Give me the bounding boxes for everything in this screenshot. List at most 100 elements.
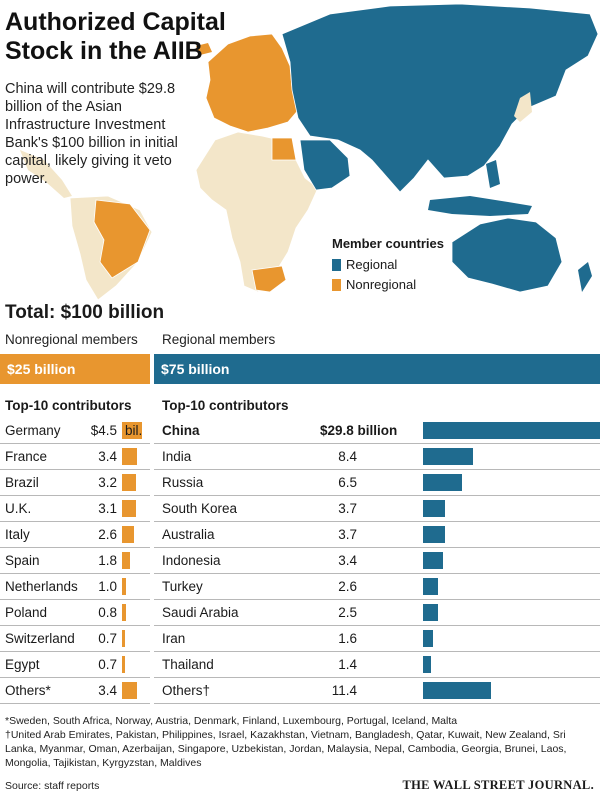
regional-row-value: 3.4 xyxy=(338,553,357,568)
regional-row xyxy=(154,548,600,574)
nonregional-row-value: 1.0 xyxy=(98,579,117,594)
nonregional-row xyxy=(0,522,150,548)
regional-bar xyxy=(423,474,462,491)
map-south-africa xyxy=(251,265,287,293)
chart-title: Authorized Capital Stock in the AIIB xyxy=(5,8,226,66)
regional-row-value: 8.4 xyxy=(338,449,357,464)
regional-row-value: 2.5 xyxy=(338,605,357,620)
map-asia xyxy=(281,3,599,193)
regional-row-name: Australia xyxy=(162,527,215,542)
regional-row-name: Iran xyxy=(162,631,186,646)
regional-row xyxy=(154,418,600,444)
publisher-logo: THE WALL STREET JOURNAL. xyxy=(402,778,594,792)
regional-bar xyxy=(423,500,445,517)
nonregional-row-name: U.K. xyxy=(5,501,32,516)
regional-bar xyxy=(423,630,433,647)
title-line-1: Authorized Capital xyxy=(5,8,226,36)
nonregional-row-name: Others* xyxy=(5,683,51,698)
regional-bar xyxy=(423,422,600,439)
title-line-2: Stock in the AIIB xyxy=(5,37,203,65)
nonregional-row xyxy=(0,678,150,704)
footnote-star: *Sweden, South Africa, Norway, Austria, … xyxy=(5,715,458,727)
regional-row-name: Others† xyxy=(162,683,211,698)
nonregional-row-value: 3.1 xyxy=(98,501,117,516)
regional-row xyxy=(154,574,600,600)
nonregional-row xyxy=(0,470,150,496)
nonregional-bar xyxy=(122,448,138,465)
regional-row-value: 1.4 xyxy=(338,657,357,672)
map-arabia xyxy=(299,139,351,191)
nonregional-row-name: Italy xyxy=(5,527,30,542)
regional-total-band: $75 billion xyxy=(154,354,600,384)
nonregional-row-name: Switzerland xyxy=(5,631,75,646)
nonregional-bar xyxy=(122,630,126,647)
nonregional-row xyxy=(0,652,150,678)
regional-bar xyxy=(423,526,445,543)
regional-bar xyxy=(423,578,439,595)
nonregional-bar xyxy=(122,682,138,699)
map-brazil xyxy=(93,199,151,279)
regional-row-name: Saudi Arabia xyxy=(162,605,239,620)
regional-row xyxy=(154,678,600,704)
regional-row-name: China xyxy=(162,423,200,438)
legend-label-regional: Regional xyxy=(346,257,398,272)
nonregional-bar xyxy=(122,474,137,491)
footnotes: *Sweden, South Africa, Norway, Austria, … xyxy=(5,714,597,770)
nonregional-row-value: 0.7 xyxy=(98,631,117,646)
map-europe xyxy=(205,33,301,133)
regional-row-value: 2.6 xyxy=(338,579,357,594)
nonregional-bar xyxy=(122,526,134,543)
regional-row xyxy=(154,470,600,496)
nonregional-row-value: 3.4 xyxy=(98,449,117,464)
map-iceland xyxy=(196,43,212,55)
nonregional-row-value: 2.6 xyxy=(98,527,117,542)
regional-row-value: 1.6 xyxy=(338,631,357,646)
nonregional-row xyxy=(0,626,150,652)
map-legend: Member countries Regional Nonregional xyxy=(332,236,444,297)
nonregional-row-name: Poland xyxy=(5,605,48,620)
footnote-dagger: †United Arab Emirates, Pakistan, Philipp… xyxy=(5,729,567,769)
total-label: Total: $100 billion xyxy=(5,302,165,323)
legend-title: Member countries xyxy=(332,236,444,251)
regional-group-label: Regional members xyxy=(162,332,276,347)
nonregional-row xyxy=(0,600,150,626)
regional-row-value: 3.7 xyxy=(338,527,357,542)
regional-bar xyxy=(423,656,432,673)
regional-row xyxy=(154,600,600,626)
regional-row xyxy=(154,496,600,522)
regional-row-name: India xyxy=(162,449,192,464)
nonregional-row-value: 0.8 xyxy=(98,605,117,620)
legend-label-nonregional: Nonregional xyxy=(346,277,417,292)
nonregional-row-name: Germany xyxy=(5,423,61,438)
nonregional-row-value: 0.7 xyxy=(98,657,117,672)
regional-bar xyxy=(423,682,491,699)
nonregional-row xyxy=(0,496,150,522)
nonregional-section-title: Top-10 contributors xyxy=(5,398,132,413)
nonregional-bar xyxy=(122,604,126,621)
regional-row xyxy=(154,652,600,678)
map-new-zealand xyxy=(578,262,592,292)
regional-bar xyxy=(423,448,473,465)
nonregional-row-value: 3.4 xyxy=(98,683,117,698)
regional-bar xyxy=(423,604,438,621)
regional-row-name: Thailand xyxy=(162,657,214,672)
nonregional-row-name: France xyxy=(5,449,48,464)
nonregional-bar xyxy=(122,656,126,673)
map-indonesia xyxy=(428,196,532,216)
nonregional-group-label: Nonregional members xyxy=(5,332,138,347)
chart-subtitle: China will contribute $29.8 billion of t… xyxy=(5,81,178,187)
nonregional-total-band: $25 billion xyxy=(0,354,150,384)
nonregional-row-value: 3.2 xyxy=(98,475,117,490)
nonregional-row-name: Spain xyxy=(5,553,40,568)
map-central-america xyxy=(20,150,72,198)
legend-swatch-regional xyxy=(332,258,341,271)
nonregional-bar xyxy=(122,422,142,439)
world-map-graphic xyxy=(20,3,599,300)
regional-row-value: $29.8 billion xyxy=(320,423,398,438)
regional-bar xyxy=(423,552,444,569)
map-africa xyxy=(195,131,319,293)
map-philippines xyxy=(486,160,500,188)
regional-row-value: 6.5 xyxy=(338,475,357,490)
map-australia xyxy=(451,217,563,293)
regional-row xyxy=(154,522,600,548)
